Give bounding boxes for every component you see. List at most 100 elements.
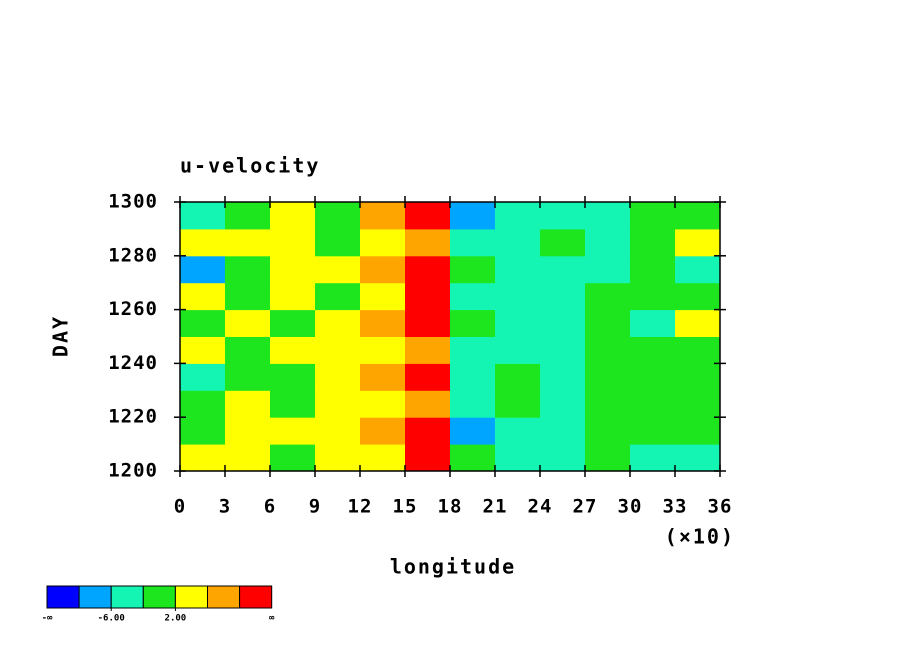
field-cell (225, 228, 271, 257)
colorbar-swatch (207, 585, 241, 609)
y-tick-label: 1240 (108, 352, 158, 374)
field-cell (360, 336, 406, 364)
x-tick-label: 33 (663, 496, 688, 518)
field-cell (495, 282, 541, 311)
field-cell (360, 309, 406, 337)
colorbar-swatch (110, 585, 144, 609)
field-cell (180, 390, 226, 418)
field-cell (225, 363, 271, 391)
field-cell (405, 363, 451, 391)
field-cell (180, 282, 226, 311)
field-cell (315, 390, 361, 418)
x-tick-label: 36 (708, 496, 733, 518)
field-cell (315, 255, 361, 284)
x-tick-label: 9 (309, 496, 321, 518)
field-cell (315, 202, 361, 230)
field-cell (585, 417, 631, 445)
field-cell (495, 417, 541, 445)
field-cell (225, 390, 271, 418)
field-cell (675, 363, 721, 391)
field-cell (405, 255, 451, 284)
field-cell (495, 309, 541, 337)
field-cell (180, 444, 226, 472)
x-tick-label: 30 (618, 496, 643, 518)
field-cell (585, 202, 631, 230)
colorbar-swatch (46, 585, 80, 609)
field-cell (540, 255, 586, 284)
field-cell (180, 309, 226, 337)
field-cell (630, 390, 676, 418)
field-cell (270, 228, 316, 257)
field-cell (675, 309, 721, 337)
x-axis-label: longitude (390, 555, 516, 579)
field-cell (585, 309, 631, 337)
field-cell (315, 228, 361, 257)
field-cell (360, 417, 406, 445)
field-cell (495, 390, 541, 418)
field-cell (225, 309, 271, 337)
field-cell (630, 309, 676, 337)
field-cell (630, 336, 676, 364)
y-tick-label: 1300 (108, 191, 158, 213)
field-cell (270, 363, 316, 391)
y-tick-label: 1260 (108, 298, 158, 320)
x-tick-label: 3 (219, 496, 231, 518)
field-cell (360, 390, 406, 418)
colorbar-swatch (239, 585, 273, 609)
x-tick-label: 18 (438, 496, 463, 518)
field-cell (270, 282, 316, 311)
field-cell (540, 202, 586, 230)
colorbar-label: -∞ (42, 614, 53, 624)
field-cell (585, 336, 631, 364)
field-cell (450, 417, 496, 445)
field-cell (585, 255, 631, 284)
field-cell (495, 336, 541, 364)
field-cell (180, 336, 226, 364)
field-cell (405, 228, 451, 257)
field-cell (630, 228, 676, 257)
field-cell (270, 202, 316, 230)
field-cell (675, 202, 721, 230)
x-tick-label: 27 (573, 496, 598, 518)
field-cell (225, 282, 271, 311)
field-cell (405, 336, 451, 364)
field-cell (315, 417, 361, 445)
field-cell (405, 202, 451, 230)
field-cell (360, 202, 406, 230)
field-cell (315, 363, 361, 391)
field-cell (405, 282, 451, 311)
x-tick-label: 24 (528, 496, 553, 518)
field-cell (540, 363, 586, 391)
field-cell (450, 309, 496, 337)
field-cell (495, 363, 541, 391)
field-cell (630, 202, 676, 230)
field-cell (270, 390, 316, 418)
y-axis-label: DAY (49, 315, 73, 357)
field-cell (315, 444, 361, 472)
field-cell (450, 390, 496, 418)
colorbar-label: 2.00 (165, 614, 187, 624)
field-cell (405, 444, 451, 472)
y-tick-label: 1200 (108, 460, 158, 482)
field-cell (540, 417, 586, 445)
field-cell (180, 202, 226, 230)
field-cell (540, 390, 586, 418)
field-cell (450, 228, 496, 257)
field-cell (225, 444, 271, 472)
field-cell (450, 282, 496, 311)
field-cell (450, 336, 496, 364)
field-cell (360, 255, 406, 284)
colorbar-label: ∞ (269, 614, 275, 624)
field-cell (630, 444, 676, 472)
colorbar-swatch (78, 585, 112, 609)
y-tick-label: 1220 (108, 406, 158, 428)
field (180, 202, 721, 472)
field-cell (270, 255, 316, 284)
field-cell (540, 228, 586, 257)
field-cell (315, 282, 361, 311)
field-cell (180, 228, 226, 257)
chart-title: u-velocity (180, 154, 320, 178)
field-cell (675, 336, 721, 364)
field-cell (360, 363, 406, 391)
